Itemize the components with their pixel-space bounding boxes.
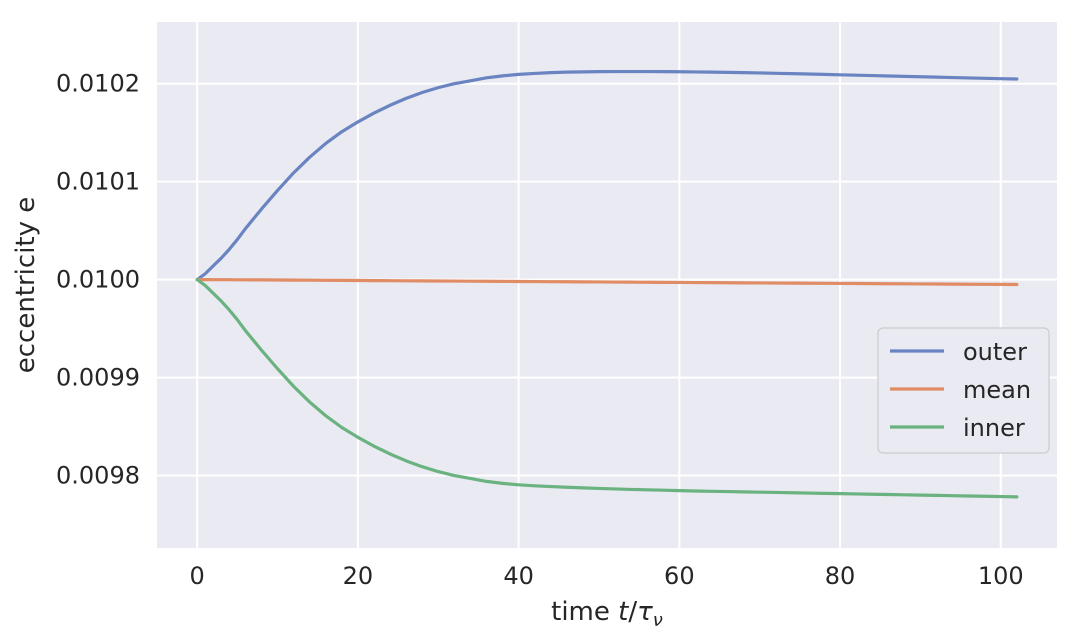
legend-box	[877, 327, 1050, 454]
x-axis-label-var-t: t	[618, 597, 629, 627]
series-line-mean	[195, 278, 1019, 287]
x-tick-label: 100	[978, 562, 1024, 590]
x-tick-label: 80	[825, 562, 856, 590]
x-axis-label-sub-nu: ν	[653, 610, 663, 631]
legend-label-inner: inner	[963, 414, 1025, 442]
legend-label-outer: outer	[963, 338, 1027, 366]
x-axis-label: time t/τν	[551, 597, 663, 631]
y-axis-label: eccentricity e	[11, 197, 41, 374]
y-tick-label: 0.0098	[56, 462, 140, 490]
x-tick-label: 0	[190, 562, 205, 590]
legend-label-mean: mean	[963, 376, 1031, 404]
y-tick-label: 0.0102	[56, 70, 140, 98]
series-line-outer	[195, 69, 1019, 282]
y-tick-label: 0.0101	[56, 168, 140, 196]
x-axis-label-prefix: time	[551, 597, 618, 627]
x-tick-label: 40	[503, 562, 534, 590]
series-line-inner	[195, 278, 1019, 499]
series-lines	[195, 69, 1019, 499]
x-tick-label: 20	[343, 562, 374, 590]
x-tick-label: 60	[664, 562, 695, 590]
x-axis-ticks: 0 20 40 60 80 100	[190, 562, 1024, 590]
x-axis-label-var-tau: τ	[637, 597, 653, 627]
y-tick-label: 0.0099	[56, 364, 140, 392]
y-tick-label: 0.0100	[56, 266, 140, 294]
legend: outer mean inner	[877, 327, 1050, 454]
y-axis-ticks: 0.0098 0.0099 0.0100 0.0101 0.0102	[56, 70, 140, 490]
x-axis-label-slash: /	[628, 597, 637, 627]
